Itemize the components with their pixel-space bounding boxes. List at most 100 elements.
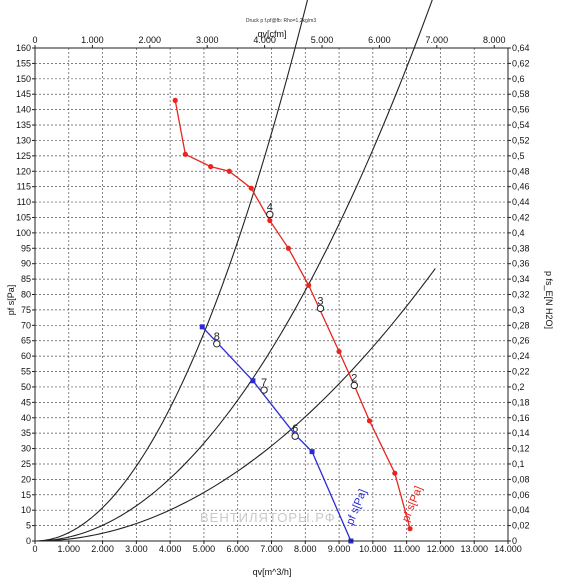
operating-point-label: 2 xyxy=(351,372,357,384)
y-left-tick-label: 80 xyxy=(21,290,31,300)
x-bottom-tick-label: 7.000 xyxy=(260,544,283,554)
system-curve-c3 xyxy=(34,268,436,542)
y-right-tick-label: 0,24 xyxy=(512,351,530,361)
operating-point-marker xyxy=(291,432,299,440)
watermark: ВЕНТИЛЯТОРЫ.РФ xyxy=(200,510,336,525)
series-point-1 xyxy=(182,151,188,157)
y-left-tick-label: 85 xyxy=(21,274,31,284)
x-bottom-tick-label: 11.000 xyxy=(393,544,420,554)
x-bottom-tick-label: 2.000 xyxy=(91,544,114,554)
x-bottom-tick-label: 5.000 xyxy=(193,544,216,554)
y-left-tick-label: 40 xyxy=(21,413,31,423)
y-left-tick-label: 110 xyxy=(17,197,31,207)
y-left-tick-label: 130 xyxy=(16,135,31,145)
x-bottom-tick-label: 4.000 xyxy=(159,544,182,554)
x-bottom-tick-label: 8.000 xyxy=(294,544,317,554)
operating-point-label: 4 xyxy=(267,201,273,213)
y-left-tick-label: 125 xyxy=(16,151,31,161)
series-point-1 xyxy=(172,97,178,103)
operating-point-marker xyxy=(316,304,325,313)
y-right-tick-label: 0,3 xyxy=(512,305,525,315)
chart-title: Druck p f.pf@fb: Rho=1,2kg/m3 xyxy=(246,18,316,24)
x-top-tick-label: 8.000 xyxy=(483,35,506,45)
y-right-tick-label: 0,44 xyxy=(512,197,530,207)
y-left-tick-label: 115 xyxy=(17,182,31,192)
series-point-2 xyxy=(199,324,205,330)
series-point-1 xyxy=(226,168,232,174)
series-point-1 xyxy=(306,282,312,288)
y-right-tick-label: 0,5 xyxy=(512,151,525,161)
y-left-tick-label: 45 xyxy=(21,397,31,407)
x-bottom-tick-label: 14.000 xyxy=(494,544,522,554)
series-point-1 xyxy=(208,164,214,170)
y-left-tick-label: 120 xyxy=(16,166,31,176)
y-left-tick-label: 150 xyxy=(16,74,31,84)
y-right-tick-label: 0,14 xyxy=(512,428,530,438)
series-point-1 xyxy=(407,526,413,532)
y-left-tick-label: 75 xyxy=(21,305,31,315)
operating-point-marker xyxy=(213,340,221,348)
tick-labels: 0 1.000 2.000 3.000 4.000 5.000 6.000 7.000 8.00… xyxy=(16,35,530,554)
x-top-axis-title: qv[cfm] xyxy=(257,29,286,39)
y-left-tick-label: 30 xyxy=(21,444,31,454)
operating-point-marker xyxy=(350,381,358,390)
y-left-tick-label: 100 xyxy=(16,228,31,238)
y-left-tick-label: 90 xyxy=(21,259,31,269)
y-left-tick-label: 20 xyxy=(21,474,31,484)
y-left-tick-label: 35 xyxy=(21,428,31,438)
y-left-tick-label: 135 xyxy=(16,120,31,130)
x-top-tick-label: 5.000 xyxy=(311,35,334,45)
x-top-tick-label: 6.000 xyxy=(368,35,391,45)
y-right-tick-label: 0,6 xyxy=(512,74,525,84)
series-point-2 xyxy=(309,449,315,455)
y-left-tick-label: 5 xyxy=(26,521,31,531)
series-point-1 xyxy=(336,348,342,355)
y-right-tick-label: 0,18 xyxy=(512,397,530,407)
x-top-tick-label: 4.000 xyxy=(253,35,276,45)
x-top-tick-label: 1.000 xyxy=(81,35,104,45)
y-right-tick-label: 0,2 xyxy=(512,382,525,392)
y-left-tick-label: 105 xyxy=(16,212,31,222)
y-right-tick-label: 0,06 xyxy=(512,490,530,500)
y-right-axis-title: p fs_E[N H2O] xyxy=(544,271,554,329)
y-right-tick-label: 0,52 xyxy=(512,135,530,145)
operating-points: 4 3 2 8 7 6 xyxy=(213,201,358,440)
system-curve-c2 xyxy=(34,0,433,542)
x-bottom-tick-label: 0 xyxy=(32,544,37,554)
y-right-tick-label: 0 xyxy=(512,536,517,546)
y-right-tick-label: 0,22 xyxy=(512,367,530,377)
y-left-tick-label: 15 xyxy=(21,490,31,500)
operating-point-label: 7 xyxy=(261,377,267,389)
x-bottom-tick-label: 9.000 xyxy=(328,544,351,554)
series-point-1 xyxy=(267,217,273,224)
y-right-tick-label: 0,48 xyxy=(512,166,530,176)
x-top-tick-label: 0 xyxy=(32,35,37,45)
y-right-tick-label: 0,26 xyxy=(512,336,530,346)
y-right-tick-label: 0,16 xyxy=(512,413,530,423)
series-point-1 xyxy=(248,185,254,191)
y-right-tick-label: 0,56 xyxy=(512,105,530,115)
y-left-tick-label: 55 xyxy=(21,367,31,377)
y-right-tick-label: 0,42 xyxy=(512,212,530,222)
y-right-tick-label: 0,46 xyxy=(512,182,530,192)
operating-point-marker xyxy=(260,386,268,394)
y-right-tick-label: 0,54 xyxy=(512,120,530,130)
y-left-tick-label: 65 xyxy=(21,336,31,346)
y-left-tick-label: 160 xyxy=(16,43,31,53)
y-right-tick-label: 0,4 xyxy=(512,228,525,238)
x-bottom-tick-label: 10.000 xyxy=(359,544,387,554)
x-bottom-axis-title: qv[m^3/h] xyxy=(253,567,292,577)
operating-point-label: 6 xyxy=(292,423,298,435)
x-bottom-tick-label: 1.000 xyxy=(58,544,81,554)
y-left-tick-label: 145 xyxy=(16,89,31,99)
y-right-tick-label: 0,62 xyxy=(512,58,530,68)
y-right-tick-label: 0,36 xyxy=(512,259,530,269)
x-top-tick-label: 3.000 xyxy=(196,35,219,45)
x-bottom-tick-label: 3.000 xyxy=(125,544,148,554)
y-left-tick-label: 95 xyxy=(21,243,31,253)
y-right-tick-label: 0,12 xyxy=(512,444,530,454)
y-right-tick-label: 0,58 xyxy=(512,89,530,99)
x-top-tick-label: 2.000 xyxy=(139,35,162,45)
